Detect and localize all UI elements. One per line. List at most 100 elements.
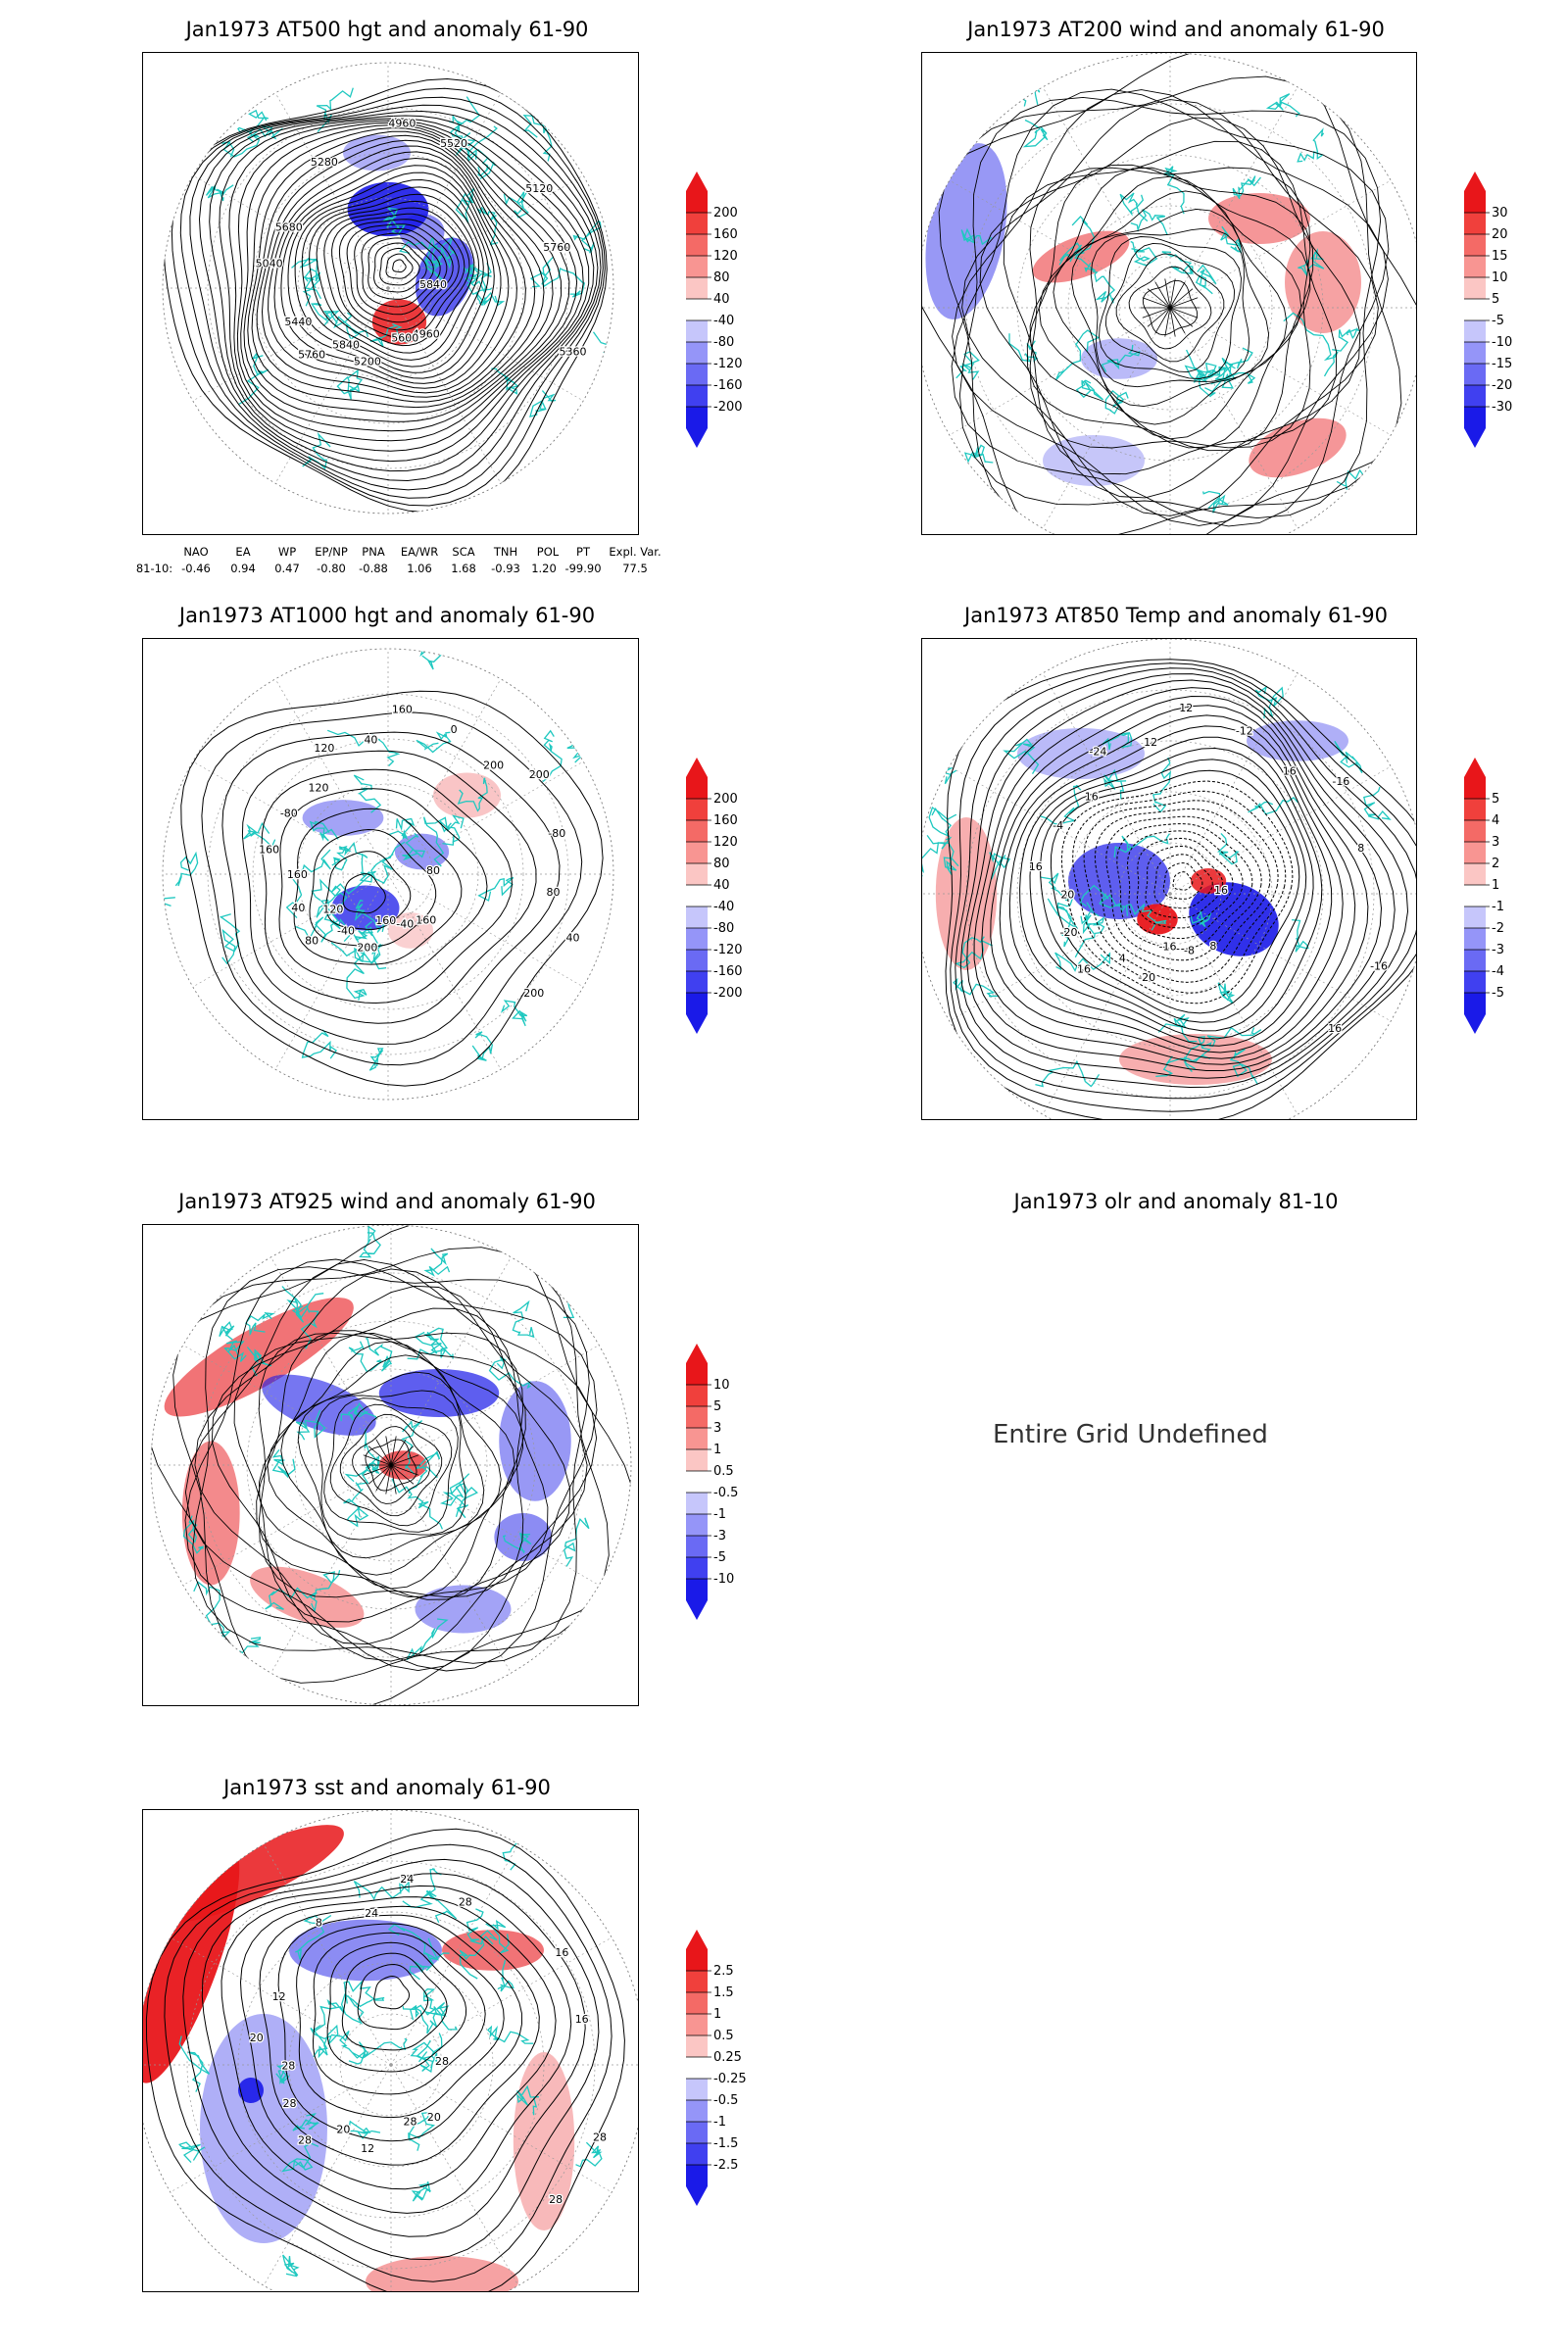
contour-label: 40 [291,902,305,914]
contour-label: 5520 [440,137,467,150]
latitude-circle [342,1416,440,1514]
contour-line [379,247,420,286]
contour-line [950,662,1416,1112]
colorbar-bin [1464,777,1486,799]
coastline-segment [572,220,602,254]
coastline-segment [459,1930,498,1980]
pole-streamline [390,1464,419,1476]
pole-streamline [1164,278,1171,309]
coastline-segment [205,183,234,202]
coastline-segment [280,2142,319,2173]
coastline-segment [963,444,994,464]
colorbar-bin [686,1949,708,1971]
pole-streamline [363,1454,392,1466]
contour-label: -80 [548,827,565,840]
coastline-segment [1220,225,1243,254]
colorbar-bin [1464,885,1486,906]
streamline [1115,253,1225,363]
contour-line [1145,845,1224,919]
contour-label: 24 [365,1907,378,1920]
latitude-circle [288,1962,494,2168]
colorbar-label: 40 [713,878,730,893]
colorbar-bin [1464,299,1486,320]
contour-line [312,1932,486,2095]
coastline-segment [423,1248,451,1277]
colorbar-bin [686,885,708,906]
index-header: Expl. Var. [609,545,662,559]
contour-line [955,667,1416,1100]
colorbar-bin [1464,385,1486,407]
coastline-segment [336,368,364,400]
colorbar-label: -10 [713,1572,734,1587]
colorbar-label: 0.25 [713,2050,742,2065]
colorbar-min-arrow [686,1600,708,1620]
streamline [352,1426,430,1504]
colorbar-max-arrow [686,1930,708,1949]
streamline [258,1332,524,1598]
contour-label: 12 [1179,702,1193,714]
contour-label: 28 [459,1895,472,1908]
coastline-segment [542,729,563,783]
coastline-segment [500,1000,528,1027]
contour-line [1136,837,1234,929]
pole-streamline [368,1446,392,1466]
latitude-circle [252,738,524,1010]
contour-line [368,237,434,300]
coastline-segment [459,125,498,163]
coastline-segment [592,331,613,365]
map-disk [143,1810,638,2291]
contour-label: 4960 [388,117,416,129]
index-header: EA/WR [400,545,439,559]
contour-label: 120 [322,903,343,915]
index-header: SCA [452,545,475,559]
contour-label: 8 [1357,842,1364,855]
contour-line [1162,862,1203,900]
contour-line [243,127,563,422]
colorbar-bin [686,2079,708,2100]
colorbar-label: 5 [713,1399,721,1414]
contour-label: -40 [396,918,414,931]
coastline-segment [399,241,442,269]
coastline-segment [407,1327,448,1360]
colorbar-label: 40 [713,292,730,307]
coastline-segment [928,806,957,838]
colorbar-label: -0.5 [713,1486,738,1500]
coastline-segment [387,1923,439,1964]
coastline-segment [1186,349,1236,383]
colorbar-label: -3 [713,1529,726,1544]
streamline [184,1258,598,1672]
colorbar-label: 160 [713,813,738,828]
coastline-segment [922,836,953,877]
coastline-segment [346,953,379,1001]
colorbar-label: 10 [1492,270,1508,285]
contour-label: 20 [250,2032,264,2044]
latitude-circle [965,689,1375,1099]
contour-line [293,808,463,965]
contour-label: 8 [1209,940,1216,953]
positive-anomaly-shading [442,1930,544,1971]
coastline-segment [223,1340,247,1362]
map-925wind-canvas [150,1225,632,1705]
colorbar-min-arrow [686,2186,708,2206]
pole-streamline [390,1436,397,1466]
colorbar-label: 200 [713,792,738,807]
coastline-segment [1201,490,1229,514]
coastline-segment [1363,786,1392,820]
coastline-segment [989,852,1011,880]
colorbar-bin [686,1428,708,1449]
colorbar-svg: 5 4 3 2 1 -1 -2 -3 -4 -5 [1464,758,1504,1034]
coastline-segment [486,2025,534,2044]
coastline-segment [1297,127,1325,163]
contour-line [219,118,590,463]
colorbar-bin [686,799,708,820]
meridian-line [949,765,1171,895]
colorbar-label: -1 [713,1507,726,1522]
panel-title-1000: Jan1973 AT1000 hgt and anomaly 61-90 [178,604,596,627]
colorbar-label: -120 [713,943,743,957]
colorbar-label: -15 [1492,357,1512,371]
pole-streamline [363,1464,392,1476]
coastline-segment [477,876,514,902]
colorbar-label: 5 [1492,292,1499,307]
pole-streamline [390,1446,415,1466]
meridian-line [390,1464,600,1586]
